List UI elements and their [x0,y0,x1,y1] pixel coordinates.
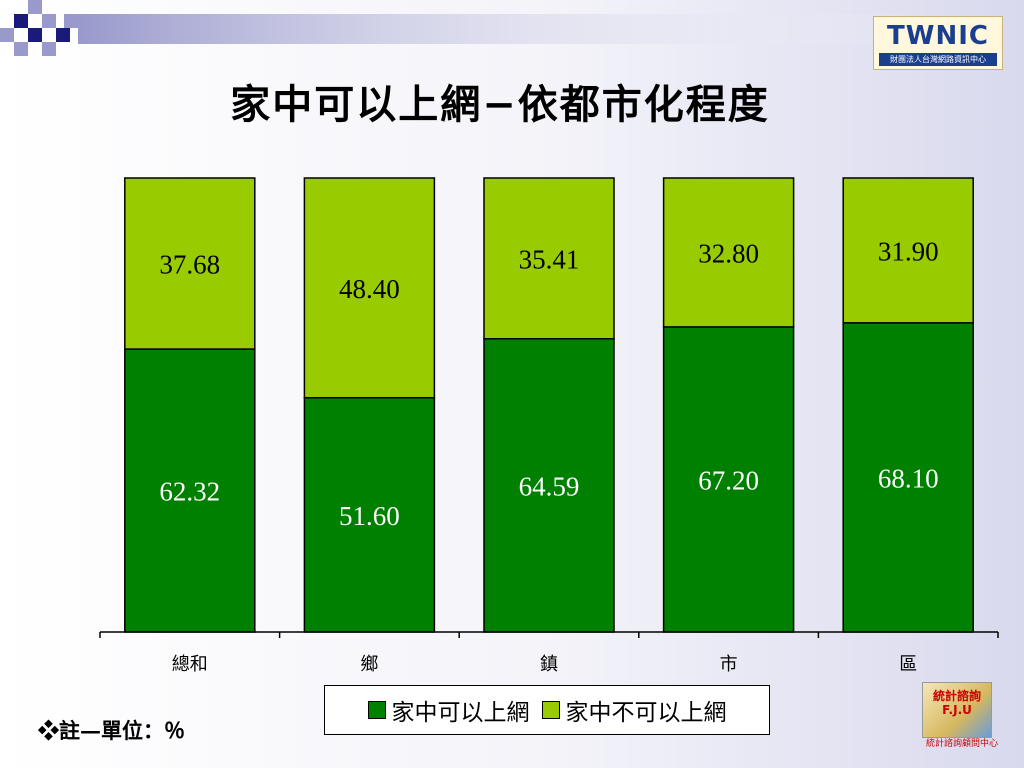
fju-logo-badge: 統計諮詢 F.J.U [922,682,992,738]
fju-logo-caption: 統計諮詢顧問中心 [925,739,998,749]
bar-總和-series-0 [124,348,256,633]
data-label-鄉-series-1: 48.40 [339,274,400,304]
x-tick-label-3: 市 [720,654,738,675]
legend-item-series-1: 家中不可以上網 [541,693,727,727]
data-label-市-series-0: 67.20 [698,465,759,495]
legend-swatch-dark-green [367,701,386,719]
twnic-logo-subtitle: 財團法人台灣網路資訊中心 [879,53,997,66]
bar-鎮-series-1 [483,177,615,340]
chart-legend: 家中可以上網 家中不可以上網 [324,685,770,735]
x-tick-label-1: 鄉 [360,654,378,675]
fju-logo: 統計諮詢 F.J.U 統計諮詢顧問中心 [912,680,1012,752]
x-tick-label-4: 區 [899,654,917,675]
bar-市-series-1 [662,177,795,328]
bar-區-series-0 [842,322,974,633]
unit-note: ❖註—單位：％ [38,718,185,743]
bar-總和-series-1 [124,177,256,350]
data-label-鄉-series-0: 51.60 [339,501,400,531]
twnic-logo-brand: TWNIC [887,21,989,51]
x-tick-label-0: 總和 [172,654,208,675]
data-label-總和-series-0: 62.32 [159,477,220,507]
data-label-市-series-1: 32.80 [698,238,759,268]
legend-swatch-light-green [541,701,560,719]
bar-鎮-series-0 [483,338,615,633]
fju-logo-badge-text: 統計諮詢 F.J.U [932,689,981,717]
data-label-區-series-1: 31.90 [878,236,939,266]
data-label-鎮-series-1: 35.41 [519,244,580,274]
data-label-區-series-0: 68.10 [878,463,939,493]
bar-鄉-series-0 [303,396,436,633]
slide-title: 家中可以上網−依都市化程度 [230,81,770,128]
legend-label-series-1: 家中不可以上網 [565,700,727,726]
data-label-鎮-series-0: 64.59 [519,471,580,501]
twnic-logo: TWNIC 財團法人台灣網路資訊中心 [873,16,1003,70]
legend-label-series-0: 家中可以上網 [391,700,530,726]
bar-鄉-series-1 [303,177,436,399]
x-tick-label-2: 鎮 [540,654,558,675]
data-label-總和-series-1: 37.68 [159,250,220,280]
legend-item-series-0: 家中可以上網 [367,693,530,727]
corner-decoration [0,0,948,56]
bar-區-series-1 [842,177,974,324]
